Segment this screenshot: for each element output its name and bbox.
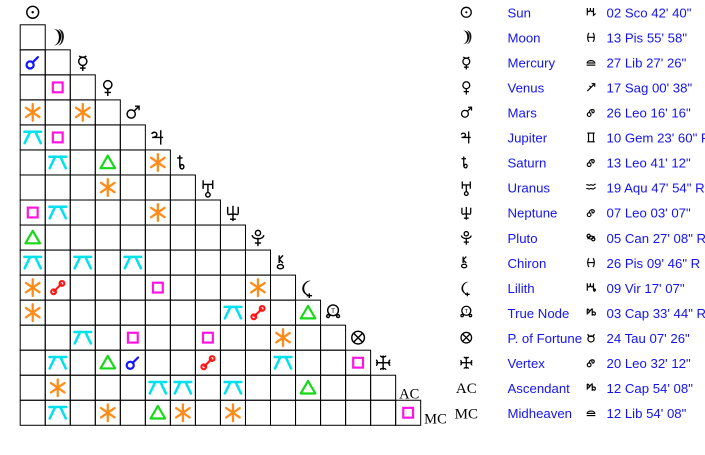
svg-text:Mars: Mars [508,106,538,121]
svg-text:Pluto: Pluto [508,231,538,246]
svg-text:Venus: Venus [508,81,545,96]
svg-text:Ascendant: Ascendant [508,381,571,396]
svg-text:09 Vir 17' 07": 09 Vir 17' 07" [607,281,685,296]
svg-text:03 Cap 33' 44" R: 03 Cap 33' 44" R [607,306,705,321]
svg-text:19 Aqu 47' 54" R: 19 Aqu 47' 54" R [607,181,705,196]
svg-text:Jupiter: Jupiter [508,131,548,146]
svg-text:AC: AC [399,386,419,402]
svg-text:20 Leo 32' 12": 20 Leo 32' 12" [607,356,692,371]
svg-text:17 Sag 00' 38": 17 Sag 00' 38" [607,81,693,96]
svg-text:05 Can 27' 08" R: 05 Can 27' 08" R [607,231,705,246]
svg-text:MC: MC [424,411,447,427]
svg-text:10 Gem 23' 60" R: 10 Gem 23' 60" R [607,131,705,146]
svg-text:Sun: Sun [508,5,531,20]
svg-text:12 Cap 54' 08": 12 Cap 54' 08" [607,381,694,396]
svg-text:27 Lib 27' 26": 27 Lib 27' 26" [607,56,687,71]
svg-text:13 Leo 41' 12": 13 Leo 41' 12" [607,156,692,171]
svg-text:T: T [465,309,469,315]
svg-text:02 Sco 42' 40": 02 Sco 42' 40" [607,5,692,20]
svg-text:13 Pis 55' 58": 13 Pis 55' 58" [607,31,688,46]
svg-text:Mercury: Mercury [508,56,556,71]
svg-text:T: T [331,308,335,315]
svg-text:26 Pis 09' 46" R: 26 Pis 09' 46" R [607,256,701,271]
svg-text:Saturn: Saturn [508,156,547,171]
svg-text:Neptune: Neptune [508,206,558,221]
svg-text:26 Leo 16' 16": 26 Leo 16' 16" [607,106,692,121]
svg-text:Lilith: Lilith [508,281,535,296]
svg-text:Vertex: Vertex [508,356,546,371]
svg-text:12 Lib 54' 08": 12 Lib 54' 08" [607,406,687,421]
svg-text:P. of Fortune: P. of Fortune [508,331,583,346]
svg-text:24 Tau 07' 26": 24 Tau 07' 26" [607,331,691,346]
svg-text:Moon: Moon [508,31,541,46]
svg-text:Chiron: Chiron [508,256,547,271]
svg-text:AC: AC [456,381,477,397]
svg-text:Uranus: Uranus [508,181,551,196]
svg-text:07 Leo 03' 07": 07 Leo 03' 07" [607,206,692,221]
svg-text:Midheaven: Midheaven [508,406,573,421]
svg-text:True Node: True Node [508,306,570,321]
svg-text:MC: MC [455,406,478,422]
